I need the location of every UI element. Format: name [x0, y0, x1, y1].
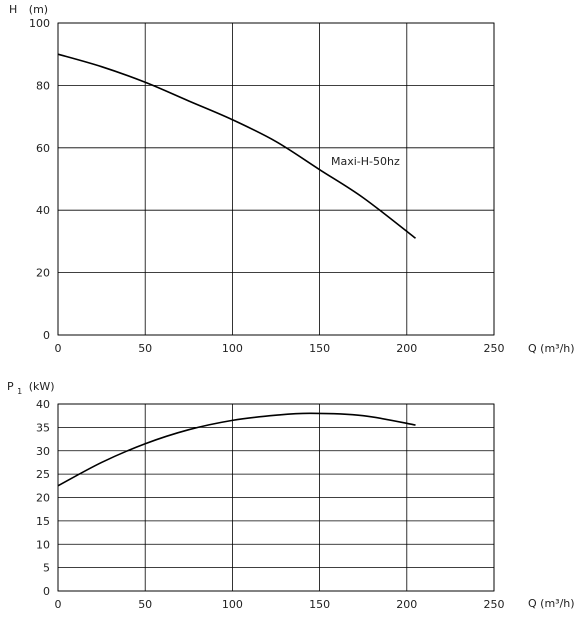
head-y-axis-label: H (m)	[9, 3, 48, 16]
power-x-axis-label: Q (m³/h)	[528, 597, 575, 610]
power-y-tick-label: 25	[36, 468, 50, 481]
power-x-tick-label: 200	[396, 598, 417, 611]
power-plot-frame	[57, 403, 495, 592]
power-y-tick-label: 40	[36, 398, 50, 411]
power-y-tick-labels: 0 5 10 15 20 25 30 35 40	[36, 398, 50, 598]
head-y-tick-label: 80	[36, 79, 50, 92]
head-y-tick-labels: 0 20 40 60 80 100	[29, 17, 50, 342]
power-y-tick-label: 20	[36, 492, 50, 505]
power-curve	[57, 412, 416, 487]
power-y-tick-label: 30	[36, 445, 50, 458]
power-x-tick-labels: 0 50 100 150 200 250	[55, 598, 505, 611]
head-grid	[57, 22, 495, 336]
power-y-axis-unit: (kW)	[29, 380, 55, 393]
head-chart: 0 50 100 150 200 250 0 20 40 60 80 100 Maxi-H-50hz…	[9, 3, 575, 355]
head-plot-frame	[57, 22, 495, 336]
power-grid	[57, 403, 495, 592]
power-x-tick-label: 50	[138, 598, 152, 611]
head-x-tick-label: 150	[309, 342, 330, 355]
power-y-tick-label: 15	[36, 515, 50, 528]
power-y-tick-label: 35	[36, 421, 50, 434]
power-y-axis-symbol: P	[7, 380, 14, 393]
power-x-tick-label: 150	[309, 598, 330, 611]
power-chart: 0 50 100 150 200 250 0 5 10 15 20 25 30 35 40 P 1 (kW…	[7, 380, 575, 611]
power-y-tick-label: 10	[36, 538, 50, 551]
head-y-tick-label: 0	[43, 329, 50, 342]
head-y-axis-unit: (m)	[29, 3, 48, 16]
power-y-tick-label: 5	[43, 562, 50, 575]
head-x-tick-label: 100	[222, 342, 243, 355]
head-x-tick-label: 250	[484, 342, 505, 355]
head-x-axis-label: Q (m³/h)	[528, 342, 575, 355]
head-y-tick-label: 60	[36, 142, 50, 155]
head-y-tick-label: 40	[36, 204, 50, 217]
power-y-axis-subscript: 1	[17, 387, 22, 396]
power-y-tick-label: 0	[43, 585, 50, 598]
power-x-tick-label: 0	[55, 598, 62, 611]
power-y-axis-label: P 1 (kW)	[7, 380, 55, 397]
power-x-tick-label: 100	[222, 598, 243, 611]
head-x-tick-label: 0	[55, 342, 62, 355]
head-x-tick-labels: 0 50 100 150 200 250	[55, 342, 505, 355]
head-y-axis-symbol: H	[9, 3, 17, 16]
head-x-tick-label: 200	[396, 342, 417, 355]
head-y-tick-label: 20	[36, 267, 50, 280]
power-x-tick-label: 250	[484, 598, 505, 611]
head-series-label: Maxi-H-50hz	[331, 155, 400, 168]
head-y-tick-label: 100	[29, 17, 50, 30]
head-curve-maxi-h-50hz	[57, 53, 417, 239]
head-x-tick-label: 50	[138, 342, 152, 355]
